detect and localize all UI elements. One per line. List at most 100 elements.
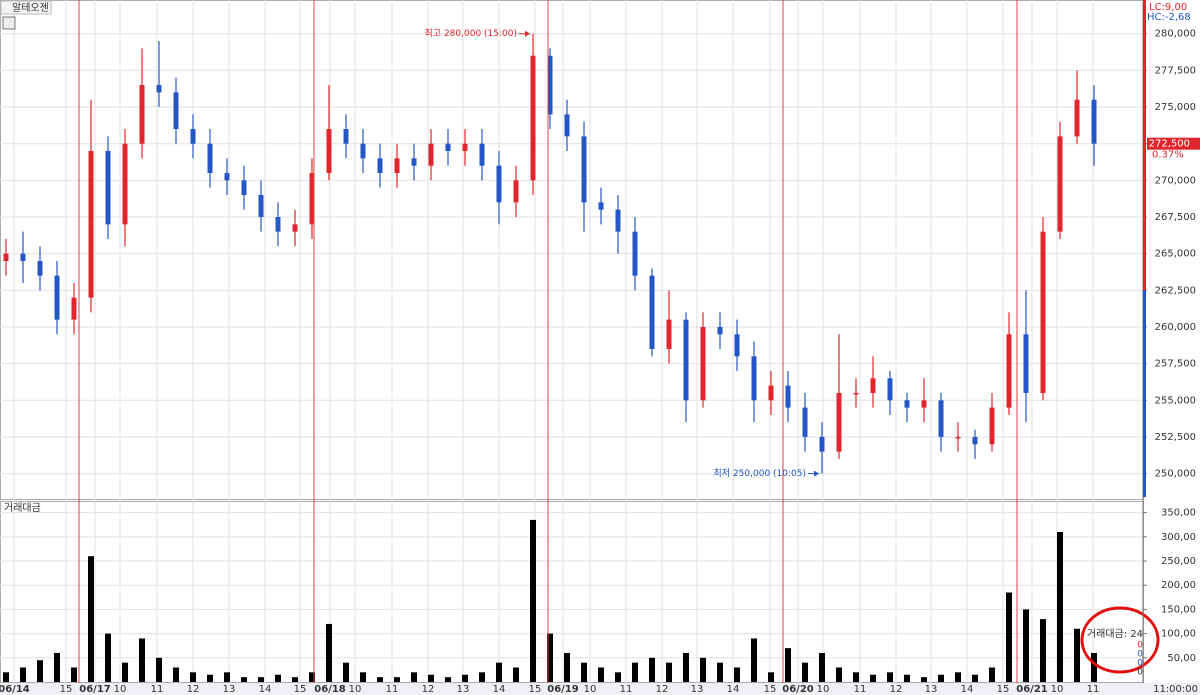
y-tick-label: 250,00 [1161,556,1196,567]
volume-bar [870,674,876,682]
candle-body [139,85,145,144]
volume-bar [700,657,706,682]
candle-body [20,253,26,261]
volume-bar [1023,609,1029,682]
x-tick-label: 13 [691,684,704,695]
y-tick-label: 270,000 [1155,175,1196,186]
candle-body [122,143,128,225]
y-tick-label: 280,000 [1155,29,1196,40]
y-tick-label: 262,500 [1155,285,1196,296]
candle-body [683,319,689,401]
candle-body [105,151,111,225]
candle-body [921,400,927,408]
candle-body [377,158,383,174]
volume-bar [88,556,94,682]
volume-bar [683,652,689,682]
volume-bar [496,662,502,682]
volume-bar [479,672,485,682]
title-box [0,0,52,15]
readout-value: 0 [1137,650,1143,660]
candle-body [1057,136,1063,232]
volume-bar [938,674,944,682]
candle-body [326,129,332,174]
x-tick-label: 11 [151,684,164,695]
y-tick-label: 277,500 [1155,65,1196,76]
volume-bar [241,677,247,682]
candle-body [853,392,859,395]
y-tick-label: 265,000 [1155,249,1196,260]
candle-body [513,180,519,203]
hc-label: HC:-2,68 [1147,12,1191,23]
candle-body [734,334,740,357]
highlight-circle [1080,606,1160,674]
volume-bar [462,674,468,682]
x-tick-label: 06/14 [0,684,30,695]
high-arrow-head [525,30,530,37]
volume-bar [343,662,349,682]
volume-bar [190,672,196,682]
y-tick-label: 200,00 [1161,580,1196,591]
x-tick-label: 13 [457,684,470,695]
volume-bar [836,667,842,682]
volume-bar [1006,592,1012,682]
volume-bar [360,672,366,682]
candle-body [1040,231,1046,393]
change-label: 0.37% [1152,150,1184,161]
last-price-box [1147,137,1200,150]
candle-body [785,385,791,408]
x-tick-label: 12 [656,684,669,695]
candle-body [887,378,893,401]
y-tick-label: 250,000 [1155,469,1196,480]
volume-bar [717,662,723,682]
candle-body [547,55,553,115]
volume-bar [547,633,553,682]
x-tick-label: 14 [259,684,272,695]
volume-bar [326,623,332,682]
x-tick-label: 06/18 [314,684,346,695]
volume-bar [1057,532,1063,682]
candle-body [258,195,264,218]
candle-body [496,165,502,203]
last-price-label: 272,500 [1149,139,1190,150]
candle-body [479,143,485,166]
current-bar-down [1143,290,1146,497]
volume-bar [955,672,961,682]
volume-bar [105,633,111,682]
readout-value: 0 [1137,641,1143,651]
volume-bar [275,674,281,682]
candle-body [717,326,723,335]
candle-body [972,436,978,445]
y-tick-label: 267,500 [1155,212,1196,223]
candle-body [88,151,94,298]
volume-bar [666,662,672,682]
candle-body [54,275,60,320]
candle-body [989,407,995,445]
volume-bar [54,652,60,682]
candle-body [190,129,196,144]
volume-bar [921,677,927,682]
candle-body [224,173,230,181]
y-tick-label: 275,000 [1155,102,1196,113]
volume-bar [1074,628,1080,682]
candle-body [649,275,655,349]
candle-body [632,231,638,276]
candle-body [530,55,536,181]
volume-bar [258,677,264,682]
volume-bar [1040,619,1046,682]
candle-body [173,92,179,130]
x-tick-label: 11 [386,684,399,695]
lc-label: LC:9,00 [1149,2,1187,13]
candle-body [904,400,910,408]
x-tick-label: 15 [60,684,73,695]
candle-body [1074,99,1080,137]
candle-body [564,114,570,137]
x-tick-label: 06/19 [547,684,579,695]
menu-icon[interactable] [2,16,16,30]
candle-body [394,158,400,174]
candle-body [836,392,842,452]
volume-bar [224,672,230,682]
volume-bar [173,667,179,682]
candle-body [1006,334,1012,408]
x-tick-label: 13 [223,684,236,695]
